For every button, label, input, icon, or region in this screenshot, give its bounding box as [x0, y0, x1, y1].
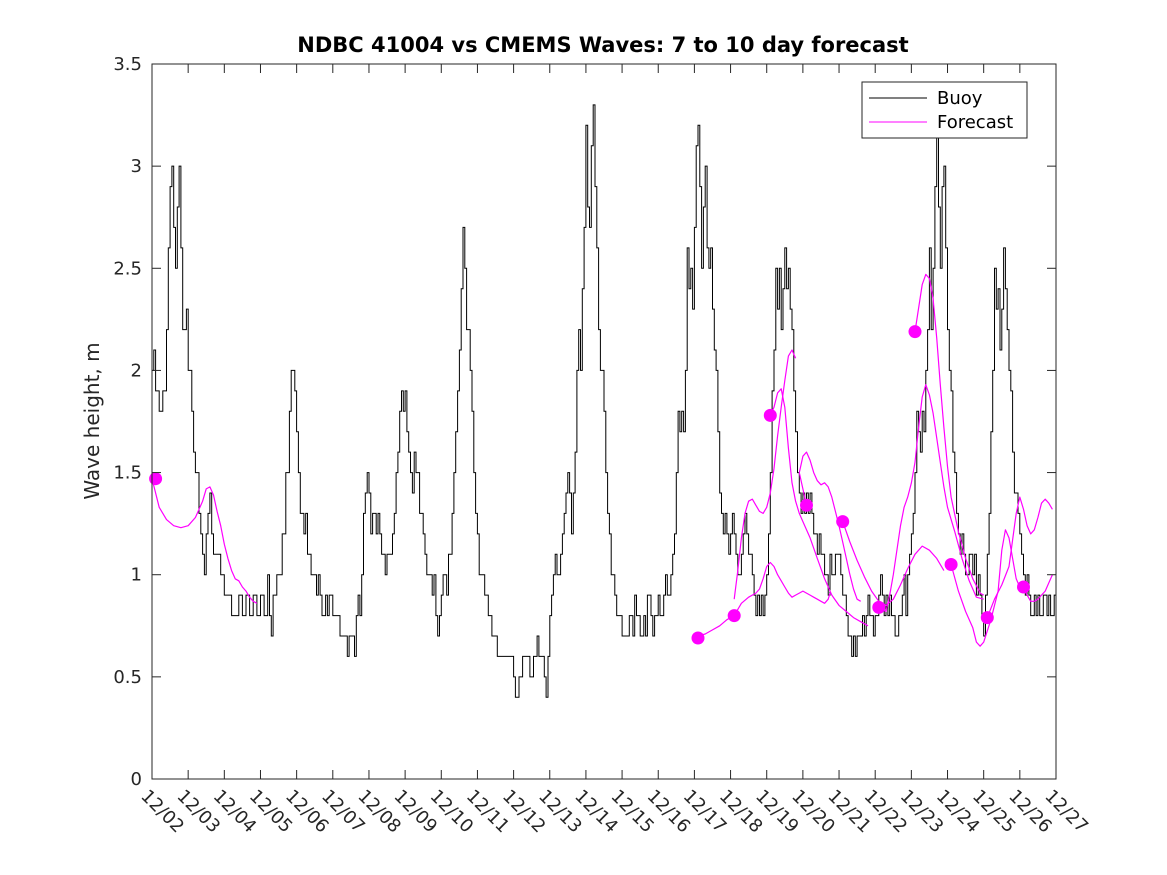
points-layer — [149, 325, 1030, 645]
y-tick-label: 2 — [131, 360, 142, 381]
forecast-point — [836, 515, 850, 529]
series-forecast-7 — [914, 273, 984, 596]
forecast-point — [800, 498, 813, 512]
series-forecast-0 — [152, 478, 258, 604]
series-forecast-3 — [769, 388, 869, 627]
y-tick-label: 3 — [131, 156, 142, 177]
legend: Buoy Forecast — [861, 81, 1028, 139]
legend-label-buoy: Buoy — [937, 88, 983, 109]
chart-title: NDBC 41004 vs CMEMS Waves: 7 to 10 day f… — [297, 33, 908, 57]
y-tick-label: 1 — [131, 565, 142, 586]
forecast-point — [149, 472, 163, 486]
forecast-point — [872, 600, 886, 614]
y-tick-label: 0 — [131, 769, 142, 790]
forecast-point — [763, 408, 777, 422]
y-tick-label: 3.5 — [113, 54, 142, 75]
axes-box — [151, 63, 1057, 780]
series-forecast-1 — [733, 349, 797, 600]
y-tick-label: 2.5 — [113, 258, 142, 279]
forecast-point — [1017, 580, 1030, 594]
y-axis: 0 0.5 1 1.5 2 2.5 3 3.5 — [113, 54, 1056, 790]
y-tick-label: 1.5 — [113, 463, 142, 484]
forecast-point — [980, 611, 994, 625]
series-buoy — [152, 104, 1056, 698]
forecast-point — [691, 631, 705, 645]
y-tick-label: 0.5 — [113, 667, 142, 688]
forecast-point — [727, 609, 741, 623]
y-axis-title: Wave height, m — [80, 342, 104, 499]
legend-box — [861, 81, 1028, 139]
series-forecast-5 — [842, 521, 945, 606]
series-forecast-10 — [1022, 574, 1053, 602]
forecast-point — [944, 558, 958, 571]
forecast-point — [908, 325, 922, 339]
series-forecast-4 — [798, 451, 862, 602]
series-forecast-6 — [878, 384, 984, 613]
plot-area — [149, 104, 1056, 698]
legend-label-forecast: Forecast — [937, 112, 1013, 133]
series-forecast-9 — [986, 496, 1053, 618]
